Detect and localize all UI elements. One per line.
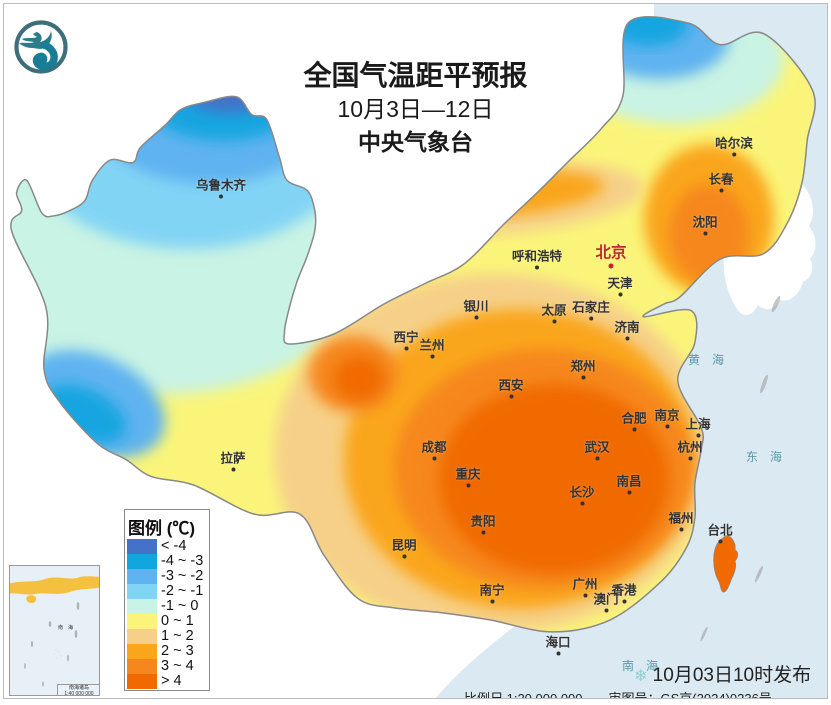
svg-text:黄 海: 黄 海 — [688, 352, 724, 367]
svg-text:东 海: 东 海 — [746, 449, 782, 464]
svg-text:南 海: 南 海 — [58, 624, 73, 631]
